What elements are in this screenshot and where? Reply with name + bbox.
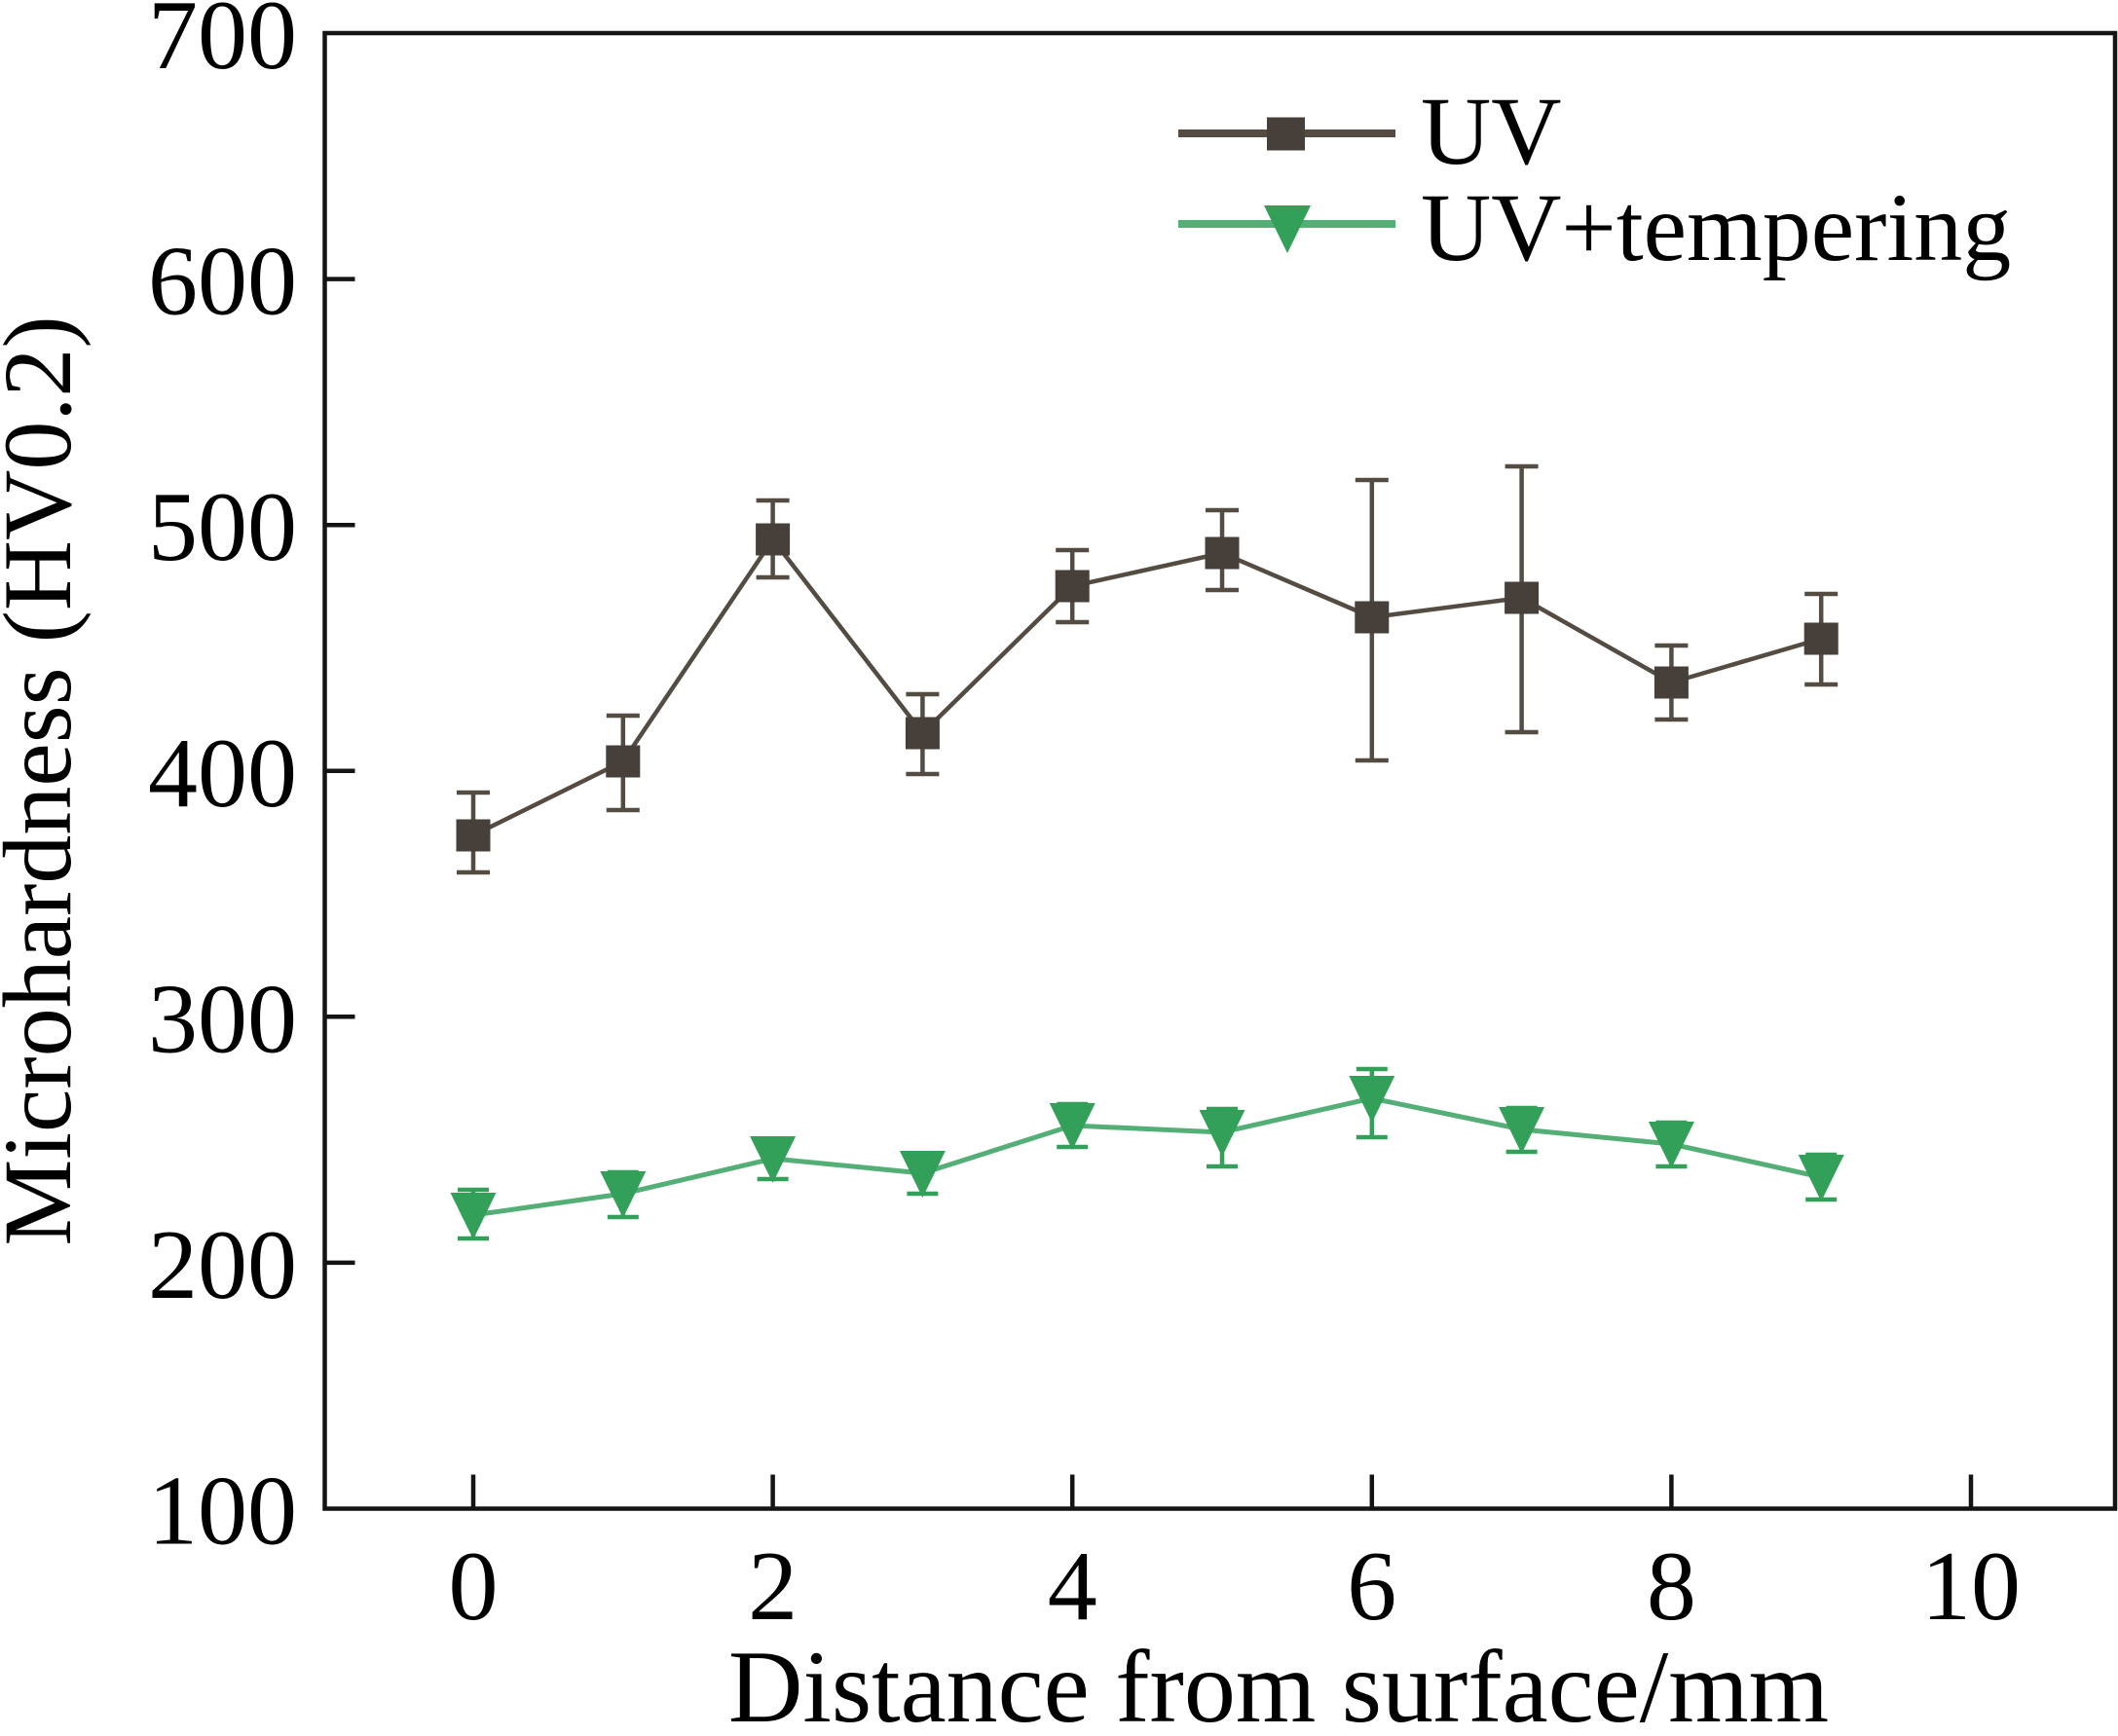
svg-text:6: 6 <box>1347 1532 1396 1642</box>
svg-text:10: 10 <box>1921 1532 2021 1642</box>
svg-text:600: 600 <box>148 227 297 337</box>
svg-text:700: 700 <box>148 0 297 91</box>
svg-text:500: 500 <box>148 472 297 582</box>
svg-text:100: 100 <box>148 1457 297 1567</box>
svg-text:Distance from surface/mm: Distance from surface/mm <box>728 1630 1829 1736</box>
svg-text:Microhardness (HV0.2): Microhardness (HV0.2) <box>0 315 92 1245</box>
svg-text:400: 400 <box>148 719 297 829</box>
svg-text:8: 8 <box>1647 1532 1696 1642</box>
svg-text:200: 200 <box>148 1210 297 1320</box>
svg-text:300: 300 <box>148 964 297 1074</box>
svg-text:4: 4 <box>1048 1532 1097 1642</box>
svg-text:0: 0 <box>449 1532 499 1642</box>
svg-text:2: 2 <box>748 1532 798 1642</box>
svg-text:UV: UV <box>1421 77 1561 185</box>
svg-text:UV+tempering: UV+tempering <box>1421 173 2011 281</box>
